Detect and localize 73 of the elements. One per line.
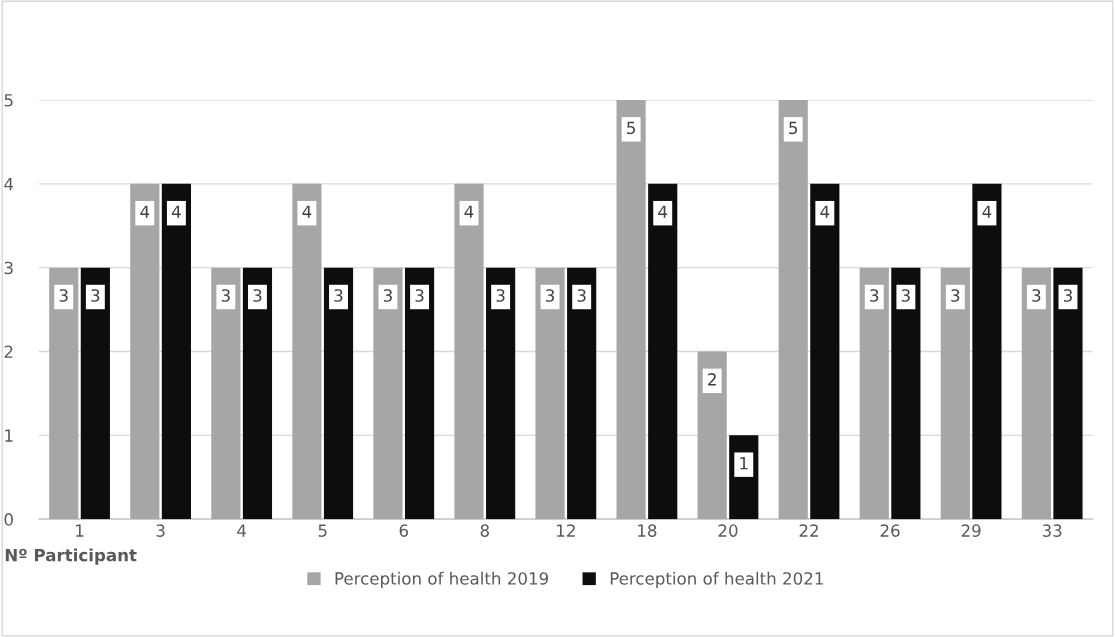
x-tick-label: 3 — [156, 524, 165, 537]
x-tick-label: 4 — [237, 524, 247, 537]
x-tick-label: 6 — [399, 524, 409, 537]
bar — [972, 183, 1002, 520]
x-tick-label: 5 — [318, 524, 327, 537]
y-tick-label: 2 — [4, 345, 13, 358]
y-tick-label: 3 — [4, 261, 13, 275]
data-label: 4 — [658, 205, 668, 218]
bar — [292, 183, 322, 520]
data-label: 3 — [253, 289, 262, 302]
bar — [454, 183, 484, 520]
legend-label: Perception of health 2021 — [610, 571, 823, 588]
data-label: 4 — [302, 205, 312, 218]
bar — [648, 183, 678, 520]
data-label: 3 — [59, 289, 68, 302]
data-label: 3 — [870, 289, 879, 302]
data-label: 4 — [464, 205, 474, 218]
y-tick-label: 0 — [4, 513, 13, 526]
x-tick-label: 1 — [76, 524, 84, 537]
bar — [940, 267, 970, 520]
x-tick-label: 18 — [638, 524, 657, 537]
data-label: 1 — [740, 457, 748, 470]
bar — [404, 267, 435, 520]
x-tick-label: 12 — [557, 524, 575, 537]
x-tick-label: 20 — [718, 524, 738, 537]
data-label: 3 — [1032, 289, 1041, 302]
data-label: 3 — [1063, 289, 1072, 302]
bar — [778, 100, 808, 520]
data-label: 5 — [627, 121, 635, 135]
y-tick-label: 5 — [4, 94, 13, 107]
data-label: 3 — [415, 289, 424, 302]
bar — [891, 267, 921, 520]
data-label: 3 — [221, 289, 230, 302]
x-tick-label: 33 — [1042, 524, 1062, 537]
bar — [567, 267, 597, 520]
data-label: 3 — [383, 289, 392, 302]
data-label: 4 — [140, 205, 150, 218]
bar — [49, 267, 79, 520]
bar — [859, 267, 889, 520]
bar — [373, 267, 403, 520]
data-label: 4 — [171, 205, 181, 218]
bar — [130, 183, 160, 520]
x-axis-title: Nº Participant — [5, 548, 137, 565]
bar — [323, 267, 354, 520]
y-tick-label: 1 — [5, 429, 13, 442]
data-label: 3 — [334, 289, 343, 302]
legend-label: Perception of health 2019 — [335, 571, 549, 588]
data-label: 3 — [577, 289, 586, 302]
data-label: 5 — [789, 121, 798, 135]
x-tick-label: 26 — [880, 524, 900, 537]
data-label: 3 — [91, 289, 100, 302]
data-label: 4 — [982, 205, 992, 218]
bar — [1053, 267, 1083, 520]
x-tick-label: 29 — [961, 524, 981, 537]
bar — [697, 351, 727, 520]
bar — [810, 183, 840, 520]
data-label: 2 — [708, 373, 716, 386]
data-label: 3 — [546, 289, 555, 302]
bar — [1021, 267, 1051, 520]
bar — [535, 267, 565, 520]
bar — [161, 183, 191, 520]
data-label: 4 — [820, 205, 830, 218]
bar — [242, 267, 273, 520]
bar — [486, 267, 516, 520]
data-label: 3 — [901, 289, 910, 302]
bar — [616, 100, 646, 520]
bar — [211, 267, 241, 520]
x-tick-label: 22 — [799, 524, 818, 537]
x-tick-label: 8 — [480, 524, 489, 537]
y-tick-label: 4 — [4, 178, 14, 191]
data-label: 3 — [951, 289, 960, 302]
bar — [80, 267, 110, 520]
data-label: 3 — [496, 289, 505, 302]
